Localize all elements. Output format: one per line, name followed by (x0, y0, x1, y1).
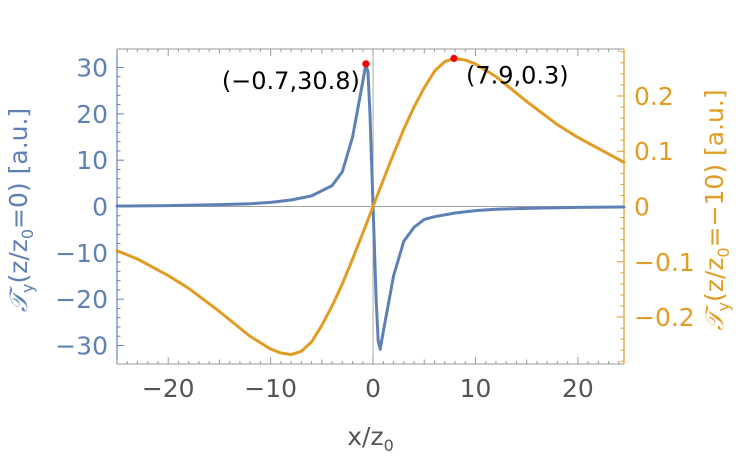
left-axis-title: 𝒯y(z/z0=0) [a.u.] (4, 108, 37, 312)
x-tick-label: −10 (244, 374, 297, 403)
series-layer (115, 56, 626, 357)
right-tick-label: 0.1 (634, 137, 674, 166)
right-axis-series-line (115, 56, 626, 357)
left-axis-title-text: 𝒯y(z/z0=0) [a.u.] (4, 108, 37, 312)
x-axis-title: x/z0 (347, 422, 394, 455)
x-tick-label: 10 (460, 374, 492, 403)
annotation-layer: (−0.7,30.8) (7.9,0.3) (222, 54, 569, 95)
left-tick-label: 30 (76, 54, 108, 83)
left-tick-label: −20 (55, 285, 108, 314)
left-tick-label: 10 (76, 146, 108, 175)
label-layer: −20 −10 0 10 20 −30 −20 −10 0 10 20 30 −0.2 −0.1 0 0.1 0… (4, 54, 733, 455)
peak-annotation-label: (7.9,0.3) (466, 61, 569, 89)
left-tick-label: 20 (76, 100, 108, 129)
peak-marker (450, 54, 458, 62)
left-axis-series-line (115, 62, 626, 351)
right-tick-label: −0.1 (634, 248, 695, 277)
x-tick-label: 20 (562, 374, 594, 403)
left-tick-label: −30 (55, 331, 108, 360)
x-tick-label: 0 (365, 374, 381, 403)
left-tick-label: 0 (92, 193, 108, 222)
left-tick-label: −10 (55, 239, 108, 268)
right-tick-label: −0.2 (634, 303, 695, 332)
peak-annotation-label: (−0.7,30.8) (222, 67, 360, 95)
right-tick-label: 0 (634, 193, 650, 222)
x-tick-label: −20 (142, 374, 195, 403)
right-tick-label: 0.2 (634, 82, 674, 111)
right-axis-title: 𝒯y(z/z0=−10) [a.u.] (700, 89, 733, 330)
right-axis-title-text: 𝒯y(z/z0=−10) [a.u.] (700, 89, 733, 330)
peak-marker (362, 60, 370, 68)
